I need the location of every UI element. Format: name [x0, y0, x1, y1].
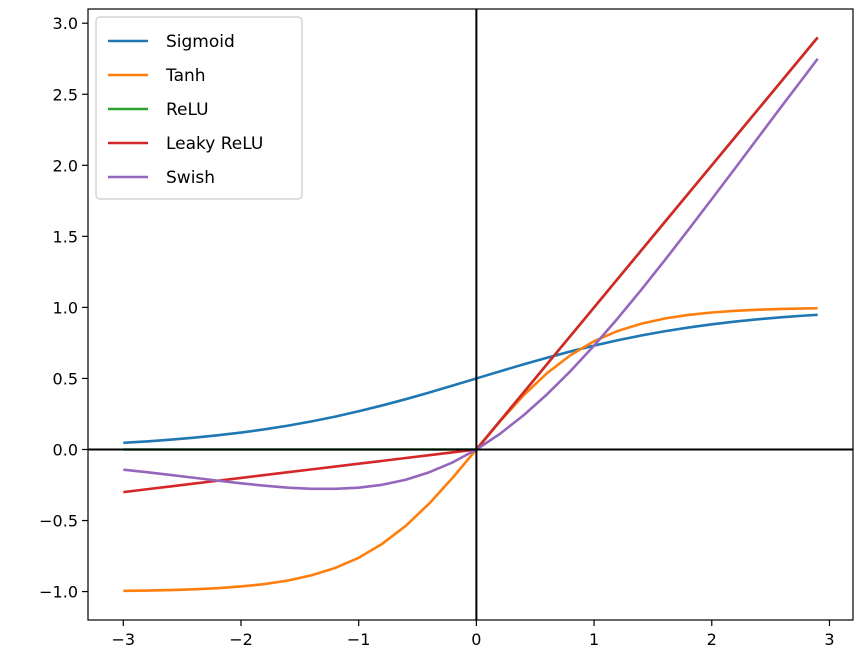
y-tick-label: 0.0	[53, 440, 78, 459]
legend-label-leaky-relu: Leaky ReLU	[166, 134, 263, 154]
legend-label-relu: ReLU	[166, 100, 209, 120]
x-tick-label: 3	[824, 630, 834, 649]
axes-frame	[87, 8, 854, 621]
legend-label-tanh: Tanh	[165, 66, 206, 86]
reference-lines	[88, 9, 853, 620]
x-tick-label: 0	[471, 630, 481, 649]
x-tick-label: −1	[347, 630, 371, 649]
y-tick-label: −1.0	[39, 583, 78, 602]
y-tick-label: 3.0	[53, 14, 78, 33]
y-tick-label: 1.5	[53, 227, 78, 246]
legend-label-swish: Swish	[166, 168, 215, 188]
x-tick-label: −3	[112, 630, 136, 649]
x-tick-label: 1	[589, 630, 599, 649]
y-tick-label: 2.0	[53, 156, 78, 175]
legend: Sigmoid Tanh ReLU Leaky ReLU Swish	[95, 16, 303, 200]
y-tick-label: 1.0	[53, 298, 78, 317]
axis-ticks: −3 −2 −1 0 1 2 3 −1.0 −0.5 0.0 0.5 1.0 1.5 2.0 2.5 3.0	[39, 14, 834, 649]
x-tick-label: −2	[229, 630, 253, 649]
x-tick-label: 2	[707, 630, 717, 649]
legend-label-sigmoid: Sigmoid	[166, 32, 235, 52]
legend-box	[95, 16, 303, 200]
y-tick-label: −0.5	[39, 512, 78, 531]
y-tick-label: 0.5	[53, 369, 78, 388]
y-tick-label: 2.5	[53, 85, 78, 104]
